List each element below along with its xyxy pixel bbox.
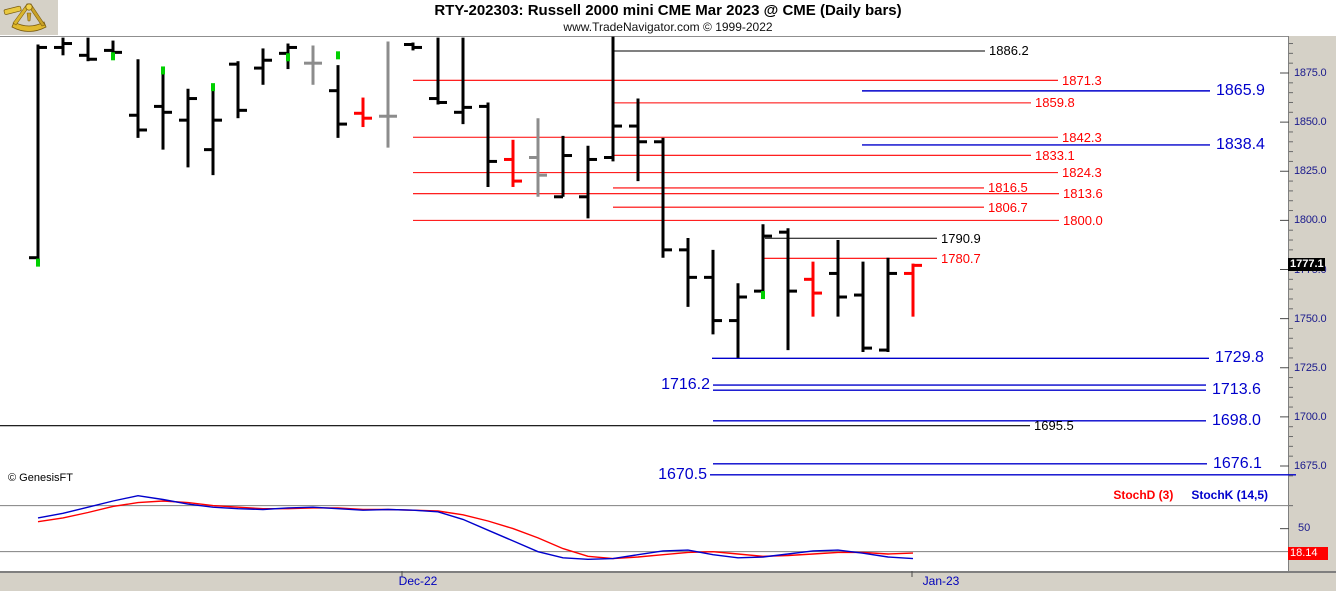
price-axis-label: 1675.0	[1294, 460, 1327, 472]
price-level-label: 1842.3	[1062, 129, 1102, 145]
stoch-axis-tick-label: 50	[1298, 522, 1311, 534]
price-level-label: 1824.3	[1062, 165, 1102, 181]
price-axis-label: 1750.0	[1294, 312, 1327, 325]
chart-title: RTY-202303: Russell 2000 mini CME Mar 20…	[434, 2, 902, 19]
price-level-label: 1670.5	[658, 465, 707, 483]
current-price-box: 1777.1	[1288, 258, 1325, 271]
price-level-label: 1838.4	[1216, 135, 1265, 153]
price-level-label: 1871.3	[1062, 72, 1102, 88]
price-level-label: 1813.6	[1063, 186, 1103, 202]
price-axis-label: 1850.0	[1294, 116, 1327, 129]
price-level-label: 1833.1	[1035, 147, 1075, 163]
price-axis-label: 1875.0	[1294, 67, 1327, 79]
price-level-label: 1713.6	[1212, 381, 1261, 399]
date-axis-label: Jan-23	[922, 574, 960, 588]
price-level-label: 1729.8	[1215, 349, 1264, 367]
price-level-label: 1806.7	[988, 199, 1028, 215]
genesisft-logo-icon	[0, 0, 58, 35]
price-level-label: 1859.8	[1035, 95, 1075, 111]
price-axis[interactable]	[1288, 36, 1336, 571]
price-axis-label: 1825.0	[1294, 165, 1327, 178]
genesisft-watermark: © GenesisFT	[8, 472, 73, 484]
price-level-label: 1800.0	[1063, 212, 1103, 228]
price-axis-label: 1800.0	[1294, 214, 1327, 227]
price-level-label: 1698.0	[1212, 411, 1261, 429]
date-axis[interactable]	[0, 571, 1336, 591]
price-level-label: 1790.9	[941, 230, 981, 246]
legend-stochd[interactable]: StochD (3)	[1113, 488, 1174, 502]
price-level-label: 1695.5	[1034, 418, 1074, 434]
stochastic-panel[interactable]	[0, 488, 1288, 571]
price-level-label: 1816.5	[988, 180, 1028, 196]
stoch-value-box: 18.14	[1288, 547, 1328, 560]
price-level-label: 1780.7	[941, 250, 981, 266]
price-level-label: 1676.1	[1213, 454, 1262, 472]
chart-subtitle: www.TradeNavigator.com © 1999-2022	[563, 20, 773, 34]
price-axis-label: 1700.0	[1294, 410, 1327, 423]
price-level-label: 1865.9	[1216, 81, 1265, 99]
price-chart-panel[interactable]	[0, 36, 1288, 489]
date-axis-label: Dec-22	[398, 574, 438, 588]
legend-stochk[interactable]: StochK (14,5)	[1191, 488, 1268, 502]
price-axis-label: 1725.0	[1294, 361, 1327, 374]
price-level-label: 1716.2	[661, 376, 710, 394]
price-level-label: 1886.2	[989, 43, 1029, 59]
stoch-legend: StochD (3) StochK (14,5)	[1109, 488, 1272, 502]
